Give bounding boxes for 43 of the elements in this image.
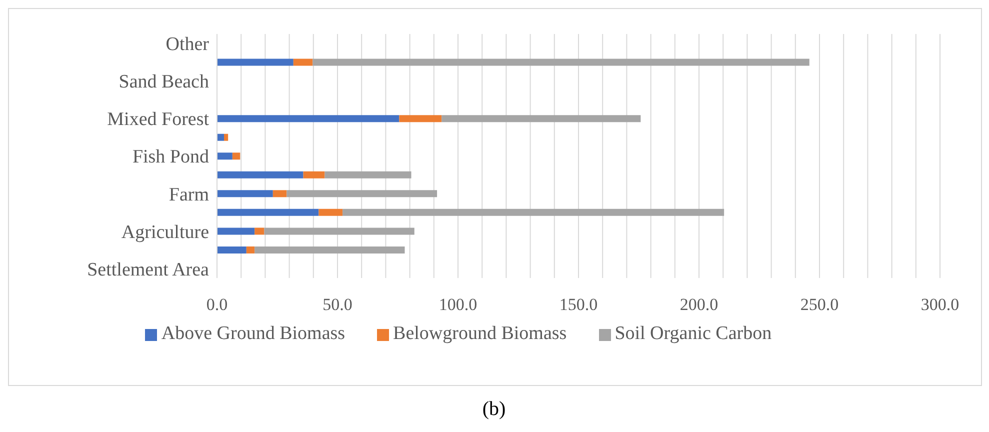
bar: [264, 228, 414, 235]
bar: [272, 190, 287, 198]
bar: [293, 58, 313, 66]
y-tick-label: Agriculture: [121, 222, 209, 243]
bar: [318, 208, 343, 216]
bar: [224, 134, 228, 141]
bar: [217, 134, 224, 141]
bar: [217, 208, 319, 216]
bar: [286, 190, 438, 198]
bar: [399, 115, 442, 122]
y-tick-label: Mixed Forest: [107, 109, 210, 130]
bar: [254, 228, 264, 235]
bar: [303, 171, 325, 178]
y-tick-label: Farm: [168, 184, 210, 206]
x-tick-label: 250.0: [800, 295, 839, 314]
bar: [254, 246, 405, 254]
legend-label: Above Ground Biomass: [161, 323, 346, 344]
x-tick-label: 100.0: [438, 295, 478, 314]
x-tick-label: 50.0: [322, 295, 352, 314]
legend-label: Soil Organic Carbon: [614, 323, 772, 344]
bar: [217, 246, 246, 254]
y-tick-label: Other: [166, 34, 210, 56]
bar: [442, 115, 641, 122]
y-tick-label: Settlement Area: [87, 259, 210, 280]
bar: [217, 115, 400, 122]
bar: [217, 58, 294, 66]
bar: [232, 152, 240, 160]
x-tick-label: 200.0: [680, 295, 718, 314]
bar: [312, 58, 810, 66]
bar: [217, 228, 255, 235]
x-tick-label: 150.0: [559, 295, 598, 314]
x-tick-label: 300.0: [920, 295, 960, 314]
bar: [342, 208, 724, 216]
y-tick-label: Fish Pond: [132, 146, 210, 168]
bar: [217, 190, 273, 198]
y-tick-label: Sand Beach: [118, 72, 210, 93]
bar: [217, 152, 232, 160]
bar: [246, 246, 255, 254]
bar: [324, 171, 412, 178]
x-tick-label: 0.0: [206, 295, 228, 314]
text: (b): [481, 398, 507, 421]
bar: [217, 171, 304, 178]
legend-label: Belowground Biomass: [393, 323, 567, 344]
